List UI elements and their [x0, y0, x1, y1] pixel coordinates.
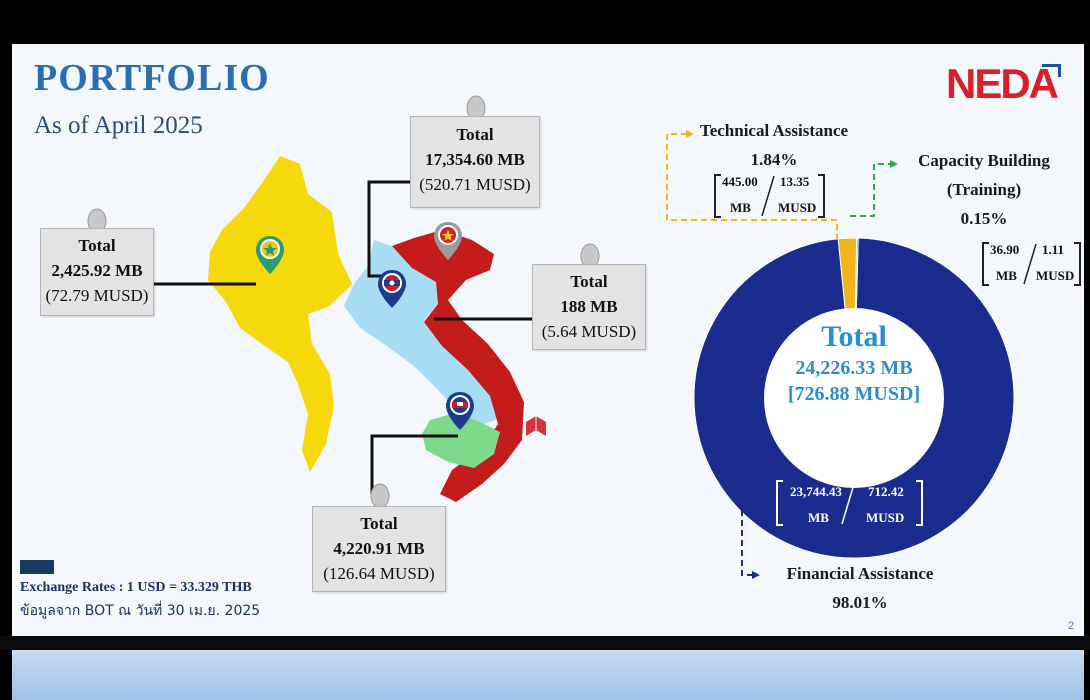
bottom-bar [12, 650, 1084, 700]
bracket-right [1074, 242, 1081, 286]
exchange-rate: Exchange Rates : 1 USD = 33.329 THB [20, 580, 252, 595]
myanmar-total-title: Total [78, 236, 116, 255]
vietnam-total-mb: 188 MB [560, 297, 618, 316]
neda-logo: NEDA [946, 60, 1061, 108]
vietnam-total-usd: (5.64 MUSD) [541, 322, 637, 341]
technical-label-name: Technical Assistance [699, 121, 849, 140]
fraction-slash-icon [761, 176, 775, 216]
page-number: 2 [1068, 620, 1075, 632]
bracket-right [818, 174, 825, 218]
center-title: Total [821, 320, 887, 353]
technical-label: Technical Assistance 1.84% [684, 116, 864, 174]
legend-swatch [20, 560, 54, 574]
screen-band [0, 636, 1090, 650]
financial-musd-unit: MUSD [866, 510, 905, 525]
capacity-musd-unit: MUSD [1036, 268, 1075, 283]
center-mb: 24,226.33 MB [795, 357, 913, 379]
cambodia-flag-pin-icon [446, 392, 474, 430]
capacity-musd-value: 1.11 [1042, 242, 1065, 257]
cambodia-total-box: Total 4,220.91 MB (126.64 MUSD) [312, 506, 446, 592]
vietnam-total-title: Total [570, 272, 608, 291]
cambodia-connector [370, 434, 458, 494]
technical-musd-value: 13.35 [780, 174, 810, 189]
cambodia-total-title: Total [360, 514, 398, 533]
logo-accent-icon [1042, 64, 1061, 77]
myanmar-flag-pin-icon [256, 236, 284, 274]
technical-musd-unit: MUSD [778, 200, 817, 215]
logo-text: NEDA [946, 60, 1059, 107]
financial-fraction: 23,744.43 MB 712.42 MUSD [776, 480, 926, 528]
laos-total-box: Total 17,354.60 MB (520.71 MUSD) [410, 116, 540, 208]
myanmar-total-box: Total 2,425.92 MB (72.79 MUSD) [40, 228, 154, 316]
book-icon [526, 416, 546, 436]
capacity-label: Capacity Building (Training) 0.15% [896, 146, 1072, 233]
capacity-label-name: Capacity Building [918, 151, 1050, 170]
myanmar-total-usd: (72.79 MUSD) [45, 286, 149, 305]
financial-mb-value: 23,744.43 [790, 484, 842, 499]
technical-fraction: 445.00 MB 13.35 MUSD [714, 174, 828, 220]
technical-mb-unit: MB [730, 200, 751, 215]
vietnam-shape [392, 230, 524, 502]
cambodia-total-mb: 4,220.91 MB [333, 539, 425, 558]
donut-center: Total 24,226.33 MB [726.88 MUSD] [744, 319, 964, 407]
capacity-mb-unit: MB [996, 268, 1017, 283]
vietnam-total-box: Total 188 MB (5.64 MUSD) [532, 264, 646, 350]
myanmar-total-mb: 2,425.92 MB [51, 261, 143, 280]
financial-label-pct: 98.01% [832, 593, 888, 612]
data-source: ข้อมูลจาก BOT ณ วันที่ 30 เม.ย. 2025 [20, 603, 261, 619]
bracket-left [776, 480, 783, 526]
technical-label-pct: 1.84% [750, 150, 798, 169]
slide: PORTFOLIO As of April 2025 NEDA [12, 44, 1084, 636]
financial-label: Financial Assistance 98.01% [760, 559, 960, 617]
financial-musd-value: 712.42 [868, 484, 904, 499]
capacity-label-pct: 0.15% [960, 209, 1008, 228]
vietnam-flag-pin-icon [434, 222, 462, 260]
page-subtitle: As of April 2025 [34, 112, 203, 139]
fraction-slash-icon [841, 484, 855, 524]
technical-mb-value: 445.00 [722, 174, 758, 189]
indochina-map [87, 95, 600, 509]
bracket-left [982, 242, 989, 286]
page-title: PORTFOLIO [34, 57, 270, 99]
financial-arrow-icon [752, 571, 760, 579]
bracket-right [916, 480, 923, 526]
cambodia-shape [422, 412, 500, 468]
fraction-slash-icon [1023, 244, 1037, 284]
cambodia-total-usd: (126.64 MUSD) [323, 564, 435, 583]
cambodia-tab-icon [370, 483, 390, 509]
laos-total-mb: 17,354.60 MB [425, 150, 525, 169]
laos-total-title: Total [456, 125, 494, 144]
laos-total-usd: (520.71 MUSD) [419, 175, 531, 194]
center-usd: [726.88 MUSD] [787, 383, 921, 405]
laos-flag-pin-icon [378, 270, 406, 308]
financial-label-name: Financial Assistance [786, 564, 934, 583]
myanmar-shape [208, 156, 352, 472]
capacity-fraction: 36.90 MB 1.11 MUSD [982, 242, 1084, 288]
financial-leader-line [741, 500, 752, 576]
capacity-mb-value: 36.90 [990, 242, 1020, 257]
capacity-label-sub: (Training) [946, 180, 1022, 199]
financial-mb-unit: MB [808, 510, 829, 525]
bracket-left [714, 174, 721, 218]
